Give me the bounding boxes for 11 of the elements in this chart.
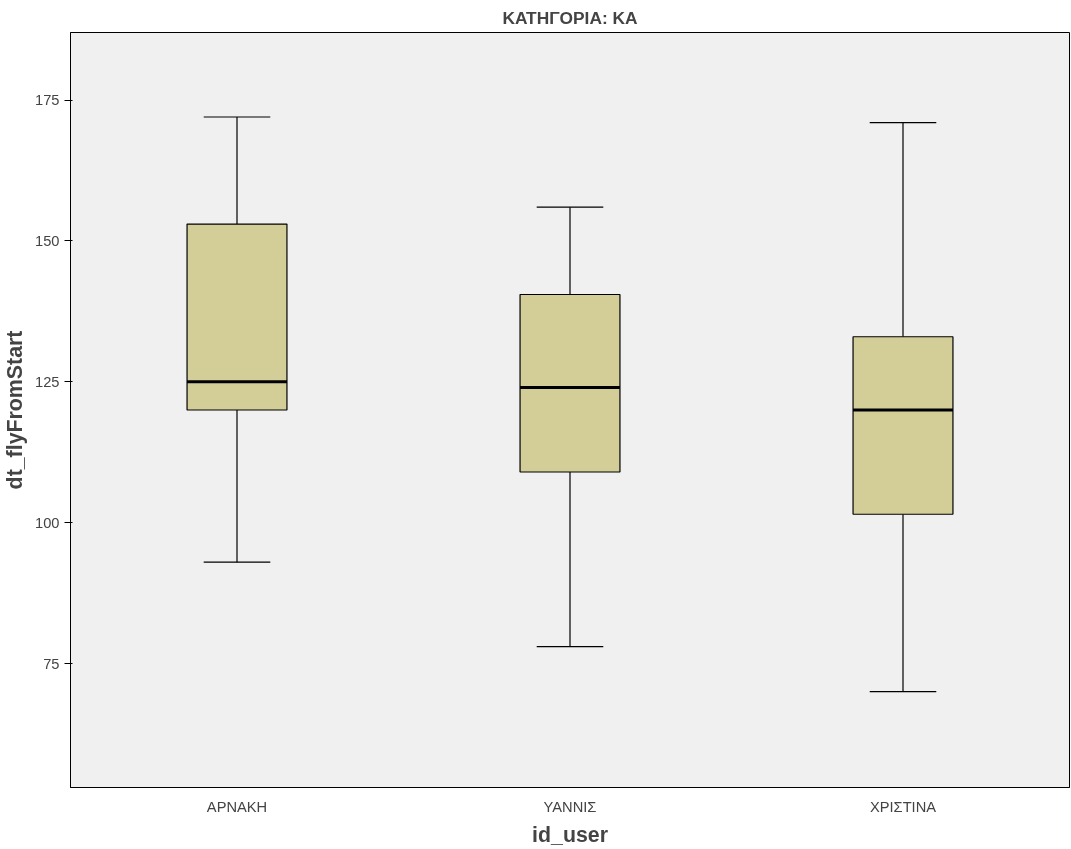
y-tick-label: 175 xyxy=(35,92,60,109)
y-tick-label: 125 xyxy=(35,373,60,390)
y-axis-title: dt_flyFromStart xyxy=(3,330,28,490)
y-tick-label: 150 xyxy=(35,232,60,249)
x-tick-label: ΑΡΝΑΚΗ xyxy=(206,798,268,815)
x-tick-label: ΧΡΙΣΤΙΝΑ xyxy=(869,798,937,815)
x-tick-label: ΥΑΝΝΙΣ xyxy=(543,798,597,815)
x-axis-title: id_user xyxy=(532,822,608,847)
y-tick-label: 100 xyxy=(35,514,60,531)
chart-title: ΚΑΤΗΓΟΡΙΑ: ΚΑ xyxy=(502,7,639,28)
y-tick-label: 75 xyxy=(43,655,60,672)
